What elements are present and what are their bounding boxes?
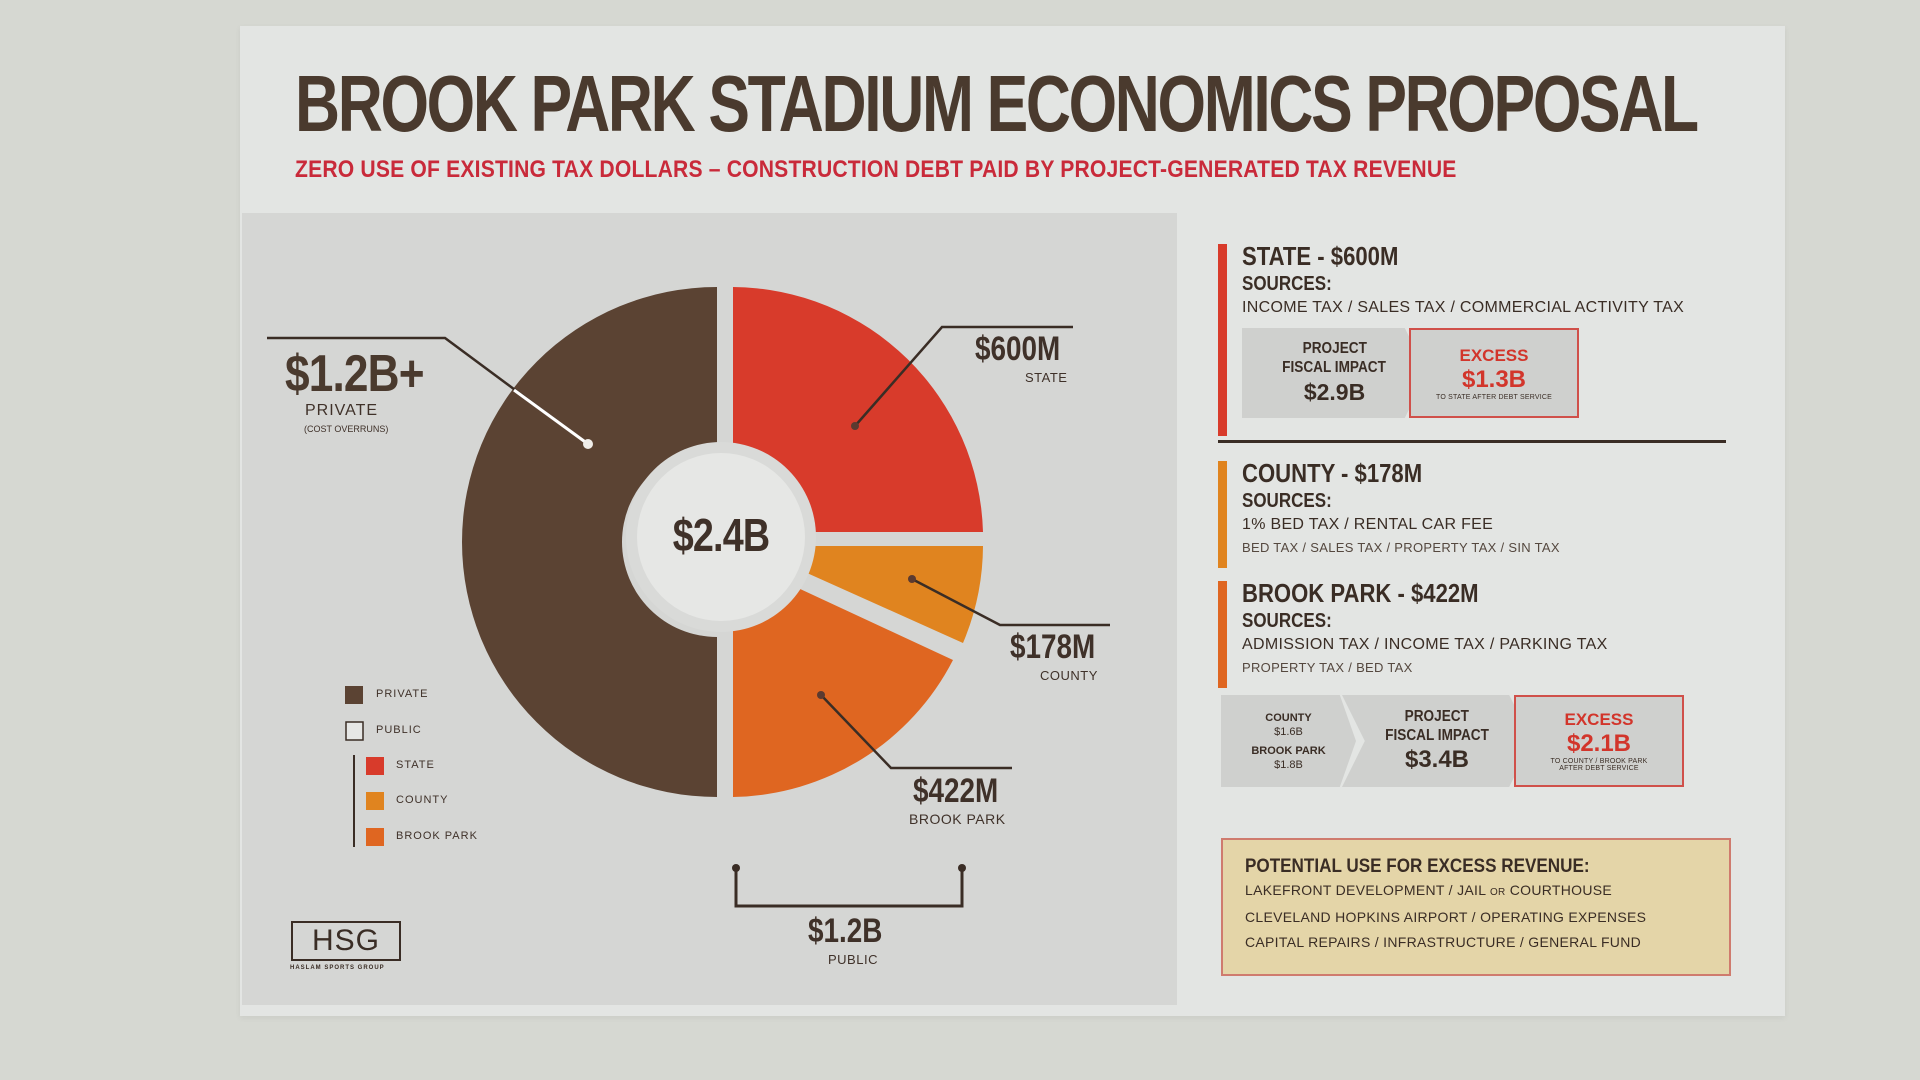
local-impact-value: $3.4B: [1404, 746, 1470, 773]
state-section-title: STATE - $600M: [1242, 241, 1399, 271]
slice-state: [733, 287, 983, 532]
county-leader-line: [911, 577, 1110, 627]
local-impact-label-1: PROJECT: [1404, 708, 1470, 725]
slice-brook-park: [733, 588, 953, 797]
county-chart-label: COUNTY: [1040, 668, 1098, 683]
brook-park-sources-primary: ADMISSION TAX / INCOME TAX / PARKING TAX: [1242, 636, 1608, 653]
local-excess-value: $2.1B: [1566, 730, 1632, 757]
brook-park-chart-label: BROOK PARK: [909, 811, 1006, 827]
potential-line-1: LAKEFRONT DEVELOPMENT / JAIL OR COURTHOU…: [1245, 878, 1707, 905]
legend-label-public: PUBLIC: [376, 724, 422, 736]
state-excess-note: TO STATE AFTER DEBT SERVICE: [1436, 393, 1552, 401]
state-impact-label-2: FISCAL IMPACT: [1282, 359, 1387, 376]
county-sources-label: SOURCES:: [1242, 490, 1332, 512]
legend-label-county: COUNTY: [396, 794, 449, 806]
state-sources-label: SOURCES:: [1242, 273, 1332, 295]
hsg-logo-box: [291, 921, 401, 961]
hsg-logo-text: HSG: [311, 924, 380, 957]
potential-line-3: CAPITAL REPAIRS / INFRASTRUCTURE / GENER…: [1245, 934, 1642, 950]
center-total-label: $2.4B: [672, 509, 770, 561]
legend-swatch-public: [345, 721, 364, 741]
local-bp-label: BROOK PARK: [1251, 744, 1326, 757]
legend-label-state: STATE: [396, 759, 435, 771]
private-value: $1.2B+: [285, 345, 425, 403]
state-leader-line: [854, 325, 1073, 427]
legend-label-private: PRIVATE: [376, 688, 429, 700]
county-section: COUNTY - $178M SOURCES: 1% BED TAX / REN…: [1218, 457, 1738, 568]
state-impact-label-1: PROJECT: [1302, 340, 1367, 357]
state-excess-value: $1.3B: [1461, 365, 1527, 393]
potential-line-1a: LAKEFRONT DEVELOPMENT / JAIL: [1245, 882, 1490, 898]
public-label: PUBLIC: [828, 952, 878, 967]
state-chart-label: STATE: [1025, 370, 1068, 385]
right-panel: STATE - $600M SOURCES: INCOME TAX / SALE…: [1218, 240, 1738, 787]
section-divider: [1218, 440, 1726, 443]
state-value: $600M: [975, 330, 1061, 368]
county-color-bar: [1218, 461, 1227, 568]
public-value: $1.2B: [808, 912, 883, 950]
slice-county: [807, 546, 983, 643]
local-excess-note-2: AFTER DEBT SERVICE: [1559, 765, 1639, 772]
public-bracket: [734, 868, 964, 908]
private-label: PRIVATE: [305, 402, 379, 419]
legend-swatch-brook-park: [366, 828, 384, 846]
potential-use-box: POTENTIAL USE FOR EXCESS REVENUE: LAKEFR…: [1221, 838, 1731, 976]
county-section-title: COUNTY - $178M: [1242, 458, 1423, 488]
local-bp-value: $1.8B: [1274, 758, 1303, 771]
state-sources-primary: INCOME TAX / SALES TAX / COMMERCIAL ACTI…: [1242, 299, 1685, 316]
local-county-label: COUNTY: [1265, 711, 1312, 724]
potential-heading: POTENTIAL USE FOR EXCESS REVENUE:: [1245, 856, 1590, 877]
legend-label-brook-park: BROOK PARK: [396, 830, 478, 842]
state-impact-box: PROJECT FISCAL IMPACT $2.9B: [1242, 328, 1427, 418]
brook-park-sources-label: SOURCES:: [1242, 610, 1332, 632]
brook-park-leader-line: [820, 694, 1012, 770]
slice-private: [462, 287, 717, 797]
potential-line-1-or: OR: [1489, 887, 1506, 898]
local-flow: COUNTY $1.6B BROOK PARK $1.8B PROJECT FI…: [1221, 695, 1738, 787]
page-subtitle: ZERO USE OF EXISTING TAX DOLLARS – CONST…: [295, 156, 1457, 183]
brook-park-color-bar: [1218, 581, 1227, 688]
state-color-bar: [1218, 244, 1227, 436]
county-sources-primary: 1% BED TAX / RENTAL CAR FEE: [1242, 516, 1494, 533]
legend-swatch-state: [366, 757, 384, 775]
local-excess-box: EXCESS $2.1B TO COUNTY / BROOK PARK AFTE…: [1514, 695, 1684, 787]
legend-swatch-county: [366, 792, 384, 810]
brook-park-sources-secondary: PROPERTY TAX / BED TAX: [1242, 660, 1413, 675]
potential-line-1b: COURTHOUSE: [1505, 882, 1613, 898]
local-impact-box: PROJECT FISCAL IMPACT $3.4B: [1342, 695, 1532, 787]
state-excess-box: EXCESS $1.3B TO STATE AFTER DEBT SERVICE: [1409, 328, 1579, 418]
private-note: (COST OVERRUNS): [304, 424, 389, 434]
local-excess-note-1: TO COUNTY / BROOK PARK: [1550, 758, 1648, 765]
page-title: BROOK PARK STADIUM ECONOMICS PROPOSAL: [295, 59, 1699, 148]
brook-park-section-title: BROOK PARK - $422M: [1242, 578, 1479, 608]
county-sources-secondary: BED TAX / SALES TAX / PROPERTY TAX / SIN…: [1242, 540, 1560, 555]
state-flow: PROJECT FISCAL IMPACT $2.9B EXCESS $1.3B…: [1242, 328, 1738, 418]
potential-line-2: CLEVELAND HOPKINS AIRPORT / OPERATING EX…: [1245, 909, 1647, 925]
local-impact-label-2: FISCAL IMPACT: [1385, 727, 1489, 744]
local-sources-box: COUNTY $1.6B BROOK PARK $1.8B: [1221, 695, 1356, 787]
local-excess-label: EXCESS: [1564, 710, 1634, 729]
state-section: STATE - $600M SOURCES: INCOME TAX / SALE…: [1218, 240, 1738, 436]
legend-swatch-private: [345, 686, 363, 704]
local-county-value: $1.6B: [1274, 725, 1303, 738]
county-value: $178M: [1010, 628, 1096, 666]
state-excess-label: EXCESS: [1459, 345, 1529, 365]
state-impact-value: $2.9B: [1303, 379, 1366, 405]
brook-park-value: $422M: [913, 772, 999, 810]
hsg-logo-subtext: HASLAM SPORTS GROUP: [290, 965, 385, 971]
brook-park-section: BROOK PARK - $422M SOURCES: ADMISSION TA…: [1218, 577, 1738, 688]
